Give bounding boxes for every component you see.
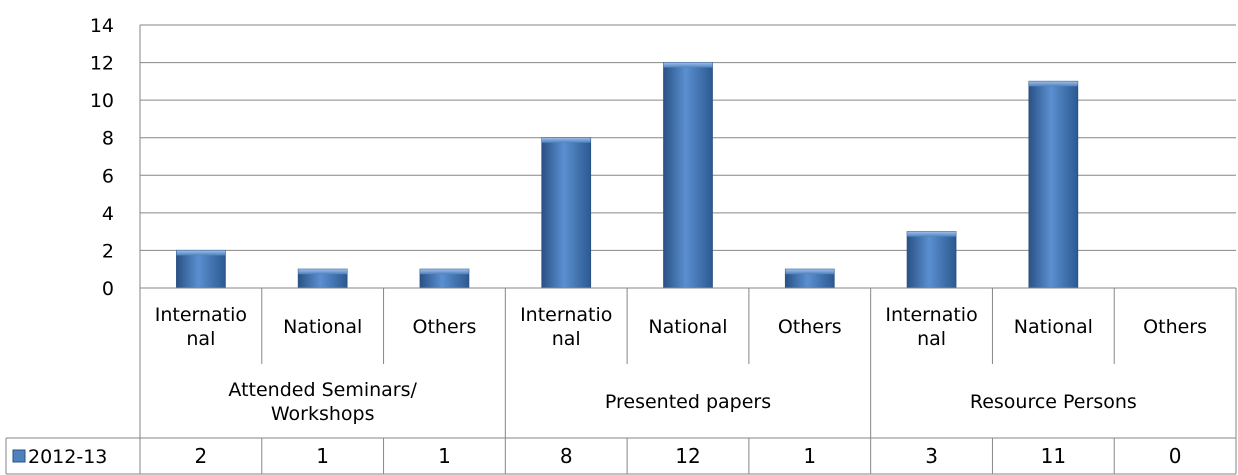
value-cell: 3	[925, 444, 938, 468]
bar	[176, 249, 226, 289]
value-cell: 0	[1169, 444, 1182, 468]
group-label: Attended Seminars/	[228, 379, 417, 401]
category-label: Others	[1143, 316, 1207, 338]
bar-cap	[663, 62, 713, 68]
bars	[176, 62, 1079, 289]
bar-cap	[1028, 81, 1078, 87]
bar-cap	[785, 269, 835, 275]
y-tick-label: 14	[90, 15, 114, 37]
y-axis: 0 2 4 6 8 10 12 14	[90, 15, 141, 300]
category-label: Others	[413, 316, 477, 338]
bar-cap	[176, 250, 226, 256]
category-label: Internatio	[885, 304, 977, 326]
legend-swatch	[12, 449, 26, 463]
category-label: National	[1014, 316, 1093, 338]
y-tick-label: 0	[102, 278, 114, 300]
value-cell: 11	[1041, 444, 1066, 468]
bar-cap	[541, 137, 591, 143]
value-cell: 1	[803, 444, 816, 468]
category-label: National	[283, 316, 362, 338]
y-tick-label: 4	[102, 203, 114, 225]
bar	[1028, 80, 1079, 289]
bar-cap	[298, 269, 348, 275]
y-tick-label: 12	[90, 53, 114, 75]
category-label: Internatio	[155, 304, 247, 326]
category-label: National	[648, 316, 727, 338]
bar-cap	[907, 231, 956, 237]
bar	[906, 231, 957, 289]
category-label: nal	[552, 328, 581, 350]
category-label: Internatio	[520, 304, 612, 326]
category-label: nal	[917, 328, 946, 350]
value-cell: 1	[438, 444, 451, 468]
value-cell: 8	[560, 444, 573, 468]
category-label: Others	[778, 316, 842, 338]
bar-cap	[420, 269, 469, 275]
group-label: Workshops	[271, 403, 375, 425]
bar	[541, 137, 592, 289]
category-label: nal	[186, 328, 215, 350]
bar	[663, 62, 713, 289]
group-label: Resource Persons	[970, 391, 1137, 413]
value-cell: 12	[675, 444, 700, 468]
value-cell: 1	[316, 444, 329, 468]
series-name: 2012-13	[28, 446, 107, 468]
y-tick-label: 2	[102, 240, 114, 262]
y-tick-label: 10	[90, 90, 114, 112]
value-cell: 2	[195, 444, 208, 468]
group-label: Presented papers	[605, 391, 771, 413]
y-tick-label: 8	[102, 128, 114, 150]
y-tick-label: 6	[102, 165, 114, 187]
